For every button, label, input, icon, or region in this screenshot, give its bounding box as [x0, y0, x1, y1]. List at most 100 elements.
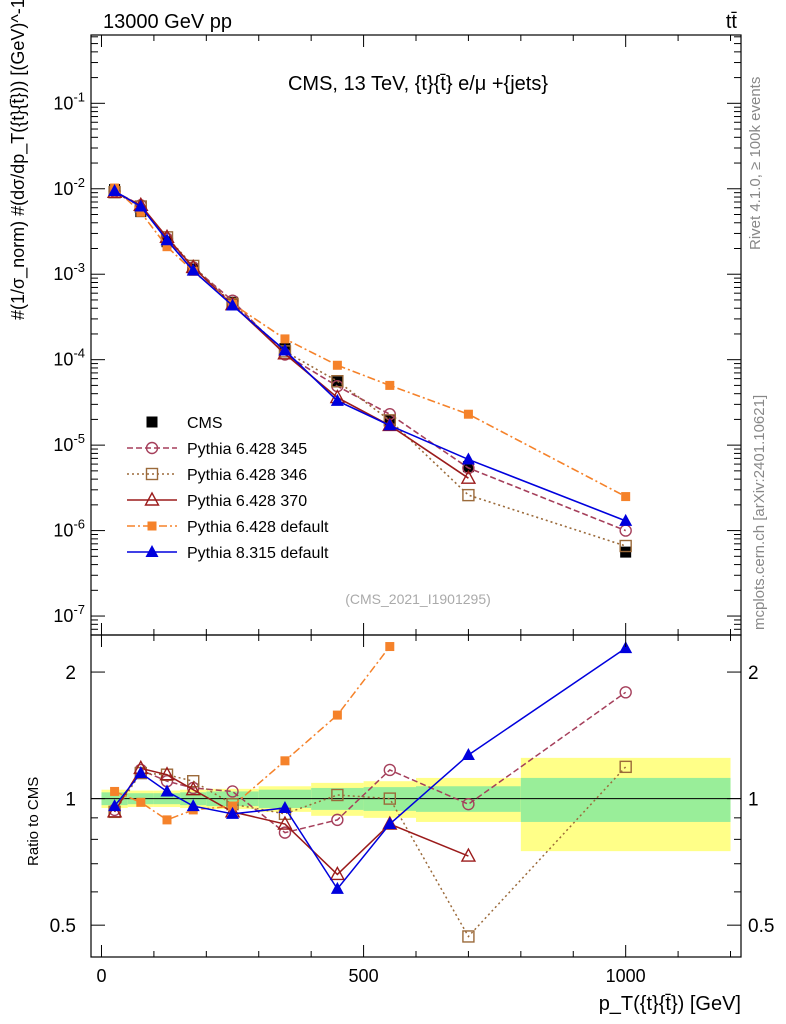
- ratio-series-line: [113, 691, 627, 834]
- ratio-series-line: [113, 766, 627, 938]
- ratio-point: [383, 763, 396, 777]
- x-axis-label: p_T({t}{t̄}) [GeV]: [599, 993, 741, 1015]
- data-point: [280, 334, 290, 344]
- ratio-point: [331, 813, 344, 827]
- y-tick-label: 10-7: [53, 602, 85, 626]
- ratio-point: [228, 801, 238, 811]
- series-line: [114, 190, 626, 522]
- y-tick-label: 10-4: [53, 346, 85, 370]
- ratio-y-tick-label: 0.5: [50, 916, 76, 937]
- ratio-point: [278, 800, 292, 813]
- data-point: [332, 360, 342, 370]
- plot-title: CMS, 13 TeV, {t}{t̄} e/μ +{jets}: [288, 73, 548, 95]
- legend-label: Pythia 6.428 345: [187, 441, 307, 458]
- legend-label: Pythia 6.428 370: [187, 493, 307, 510]
- ratio-point: [187, 775, 200, 788]
- legend-marker: [145, 441, 159, 455]
- ratio-point: [160, 784, 174, 797]
- legend-label: Pythia 6.428 346: [187, 467, 307, 484]
- ratio-point: [460, 847, 477, 862]
- data-point: [621, 492, 631, 502]
- beam-label: 13000 GeV pp: [103, 11, 232, 33]
- data-point: [383, 418, 397, 431]
- ratio-point: [162, 815, 172, 825]
- process-label: tt̄: [726, 11, 738, 33]
- legend: CMS Pythia 6.428 345 Pythia 6.428 346 Pythi…: [127, 415, 329, 562]
- data-series: [106, 183, 633, 943]
- ratio-point: [226, 785, 239, 798]
- data-point: [463, 409, 473, 419]
- axis-ticks: 0 500 1000 10-7 10-6 10-5 10-4 10-3 10-2 10-1 0.5 0…: [50, 35, 774, 986]
- ratio-bands: [91, 757, 741, 852]
- data-point: [136, 207, 146, 217]
- legend-marker: [147, 521, 157, 531]
- data-point: [278, 343, 292, 356]
- data-point: [160, 233, 174, 246]
- legend-marker: [145, 545, 159, 557]
- legend-label: Pythia 8.315 default: [187, 545, 329, 562]
- analysis-id: (CMS_2021_I1901295): [345, 591, 491, 607]
- ratio-point: [226, 806, 240, 819]
- data-point: [108, 184, 122, 197]
- ratio-point: [383, 817, 397, 830]
- mcplots-watermark: mcplots.cern.ch [arXiv:2401.10621]: [751, 395, 768, 630]
- ratio-point: [278, 826, 292, 839]
- ratio-point: [330, 881, 344, 894]
- legend-label: CMS: [187, 415, 223, 432]
- ratio-point: [619, 760, 632, 774]
- data-point: [134, 199, 148, 212]
- legend-marker: [145, 467, 159, 481]
- data-point: [462, 461, 474, 473]
- ratio-point: [619, 641, 633, 654]
- legend-marker: [144, 491, 160, 506]
- ratio-series-line: [114, 647, 627, 891]
- y-tick-label: 10-5: [53, 431, 85, 455]
- ratio-point: [329, 866, 346, 881]
- ratio-point: [461, 747, 475, 760]
- y-axis-label-main: #(1/σ_norm) #(dσ/dp_T({t}{t̄})) [(GeV)^-…: [8, 0, 29, 320]
- data-point: [462, 488, 475, 502]
- ratio-point: [385, 642, 395, 652]
- data-point: [330, 393, 344, 406]
- legend-marker: [146, 416, 158, 428]
- ratio-point: [186, 799, 200, 812]
- series-line: [114, 187, 627, 498]
- data-point: [331, 374, 344, 388]
- ratio-point: [462, 797, 475, 811]
- y-tick-label: 10-1: [53, 89, 85, 113]
- ratio-point: [383, 792, 396, 805]
- ratio-y-tick-label: 2: [65, 663, 76, 684]
- ratio-point: [159, 766, 175, 781]
- ratio-point: [185, 781, 201, 796]
- series-pythia-8-315-default: [108, 184, 633, 526]
- ratio-band-inner: [520, 777, 731, 822]
- x-tick-label: 0: [96, 966, 106, 986]
- ratio-point: [332, 710, 342, 720]
- x-tick-label: 500: [349, 966, 379, 986]
- data-point: [619, 513, 633, 526]
- ratio-point: [108, 799, 122, 812]
- ratio-point: [136, 797, 146, 807]
- y-tick-label: 10-2: [53, 175, 85, 199]
- data-point: [461, 452, 475, 465]
- y-tick-label: 10-6: [53, 517, 85, 541]
- ratio-y-tick-label-right: 0.5: [748, 916, 774, 937]
- ratio-point: [462, 930, 475, 943]
- ratio-point: [134, 766, 148, 779]
- ratio-point: [331, 788, 344, 802]
- ratio-y-tick-label-right: 2: [748, 663, 759, 684]
- ratio-y-tick-label: 1: [65, 790, 76, 811]
- data-point: [162, 242, 172, 252]
- rivet-watermark: Rivet 4.1.0, ≥ 100k events: [747, 77, 764, 250]
- data-point: [226, 298, 240, 311]
- ratio-point: [110, 786, 120, 796]
- ratio-point: [619, 686, 632, 699]
- ratio-point: [277, 815, 293, 830]
- ratio-point: [280, 756, 290, 766]
- data-point: [385, 380, 395, 390]
- ratio-y-tick-label-right: 1: [748, 790, 759, 811]
- data-point: [186, 263, 200, 276]
- x-tick-label: 1000: [606, 966, 646, 986]
- y-tick-label: 10-3: [53, 260, 85, 284]
